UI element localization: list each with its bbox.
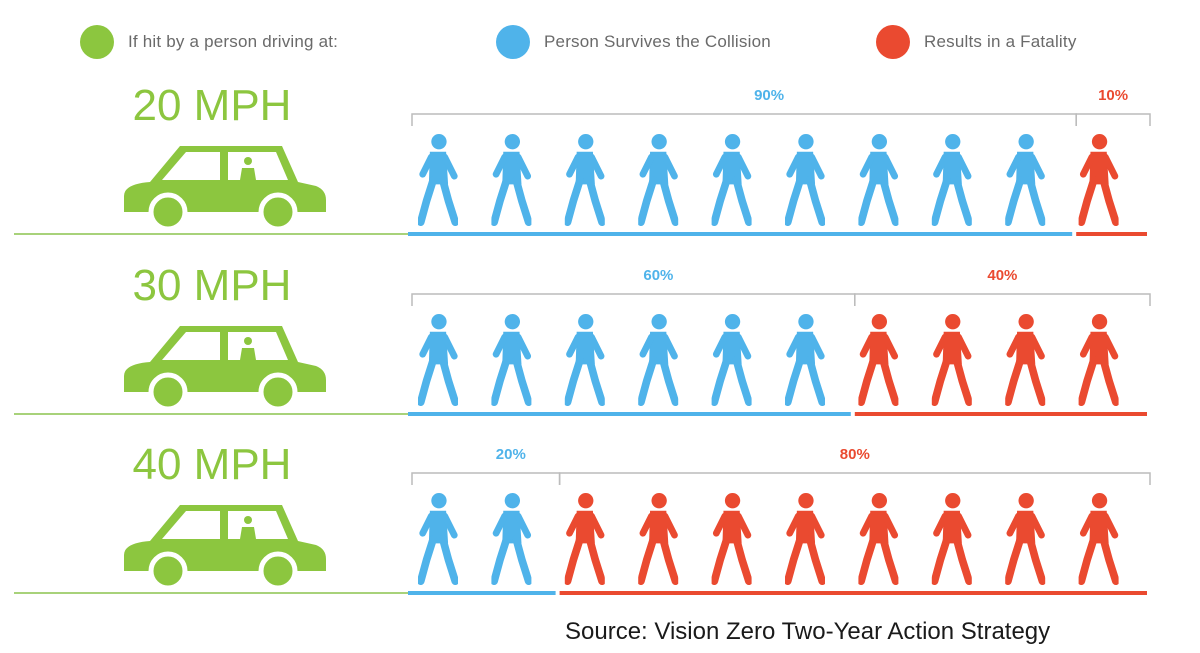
survive-percent-label: 90% [754, 87, 784, 104]
survivor-person-icon [494, 493, 529, 581]
fatality-person-icon [935, 314, 970, 402]
survivor-person-icon [421, 493, 456, 581]
fatality-person-icon [1081, 134, 1116, 222]
legend-label-driver: If hit by a person driving at: [128, 32, 339, 51]
fatality-person-icon [788, 493, 823, 581]
fatal-percent-label: 10% [1098, 87, 1128, 104]
car-icon [124, 505, 326, 588]
survive-bracket [411, 293, 856, 306]
legend-item-fatal: Results in a Fatality [876, 24, 1077, 60]
fatality-person-icon [1081, 493, 1116, 581]
fatality-person-icon [1008, 493, 1042, 581]
fatality-person-icon [1008, 314, 1042, 402]
survivor-person-icon [714, 314, 749, 402]
fatality-person-icon [641, 493, 676, 581]
fatal-bracket [558, 472, 1151, 485]
survive-percent-label: 20% [496, 446, 526, 463]
survivor-person-icon [494, 134, 529, 222]
speed-label: 20 MPH [133, 81, 292, 130]
survivor-person-icon [421, 314, 456, 402]
source-note: Source: Vision Zero Two-Year Action Stra… [565, 618, 1051, 645]
legend: If hit by a person driving at: Person Su… [0, 0, 1200, 80]
survivor-person-icon [641, 314, 676, 402]
legend-item-survive: Person Survives the Collision [496, 24, 771, 60]
survivor-person-icon [494, 314, 529, 402]
fatality-person-icon [935, 493, 970, 581]
survive-bracket [411, 472, 561, 485]
legend-label-survive: Person Survives the Collision [544, 32, 771, 51]
fatal-bracket [1075, 113, 1151, 126]
legend-item-driver: If hit by a person driving at: [80, 24, 338, 60]
green-dot-icon [80, 25, 114, 59]
fatal-bracket [854, 293, 1151, 306]
survivor-person-icon [714, 134, 749, 222]
car-icon [124, 146, 326, 229]
survivor-person-icon [861, 134, 896, 222]
survivor-person-icon [935, 134, 970, 222]
survive-percent-label: 60% [643, 267, 673, 284]
survivor-person-icon [421, 134, 456, 222]
legend-label-fatal: Results in a Fatality [924, 32, 1077, 51]
survivor-person-icon [568, 134, 603, 222]
fatality-person-icon [1081, 314, 1116, 402]
fatal-percent-label: 80% [840, 446, 870, 463]
red-dot-icon [876, 25, 910, 59]
fatality-person-icon [568, 493, 603, 581]
fatality-person-icon [861, 314, 896, 402]
survivor-person-icon [568, 314, 603, 402]
speed-label: 30 MPH [133, 261, 292, 310]
survivor-person-icon [1008, 134, 1042, 222]
survivor-person-icon [788, 134, 823, 222]
fatality-person-icon [714, 493, 749, 581]
car-icon [124, 326, 326, 409]
survivor-person-icon [641, 134, 676, 222]
survivor-person-icon [788, 314, 823, 402]
speed-label: 40 MPH [133, 440, 292, 489]
blue-dot-icon [496, 25, 530, 59]
fatal-percent-label: 40% [987, 267, 1017, 284]
survive-bracket [411, 113, 1077, 126]
fatality-person-icon [861, 493, 896, 581]
